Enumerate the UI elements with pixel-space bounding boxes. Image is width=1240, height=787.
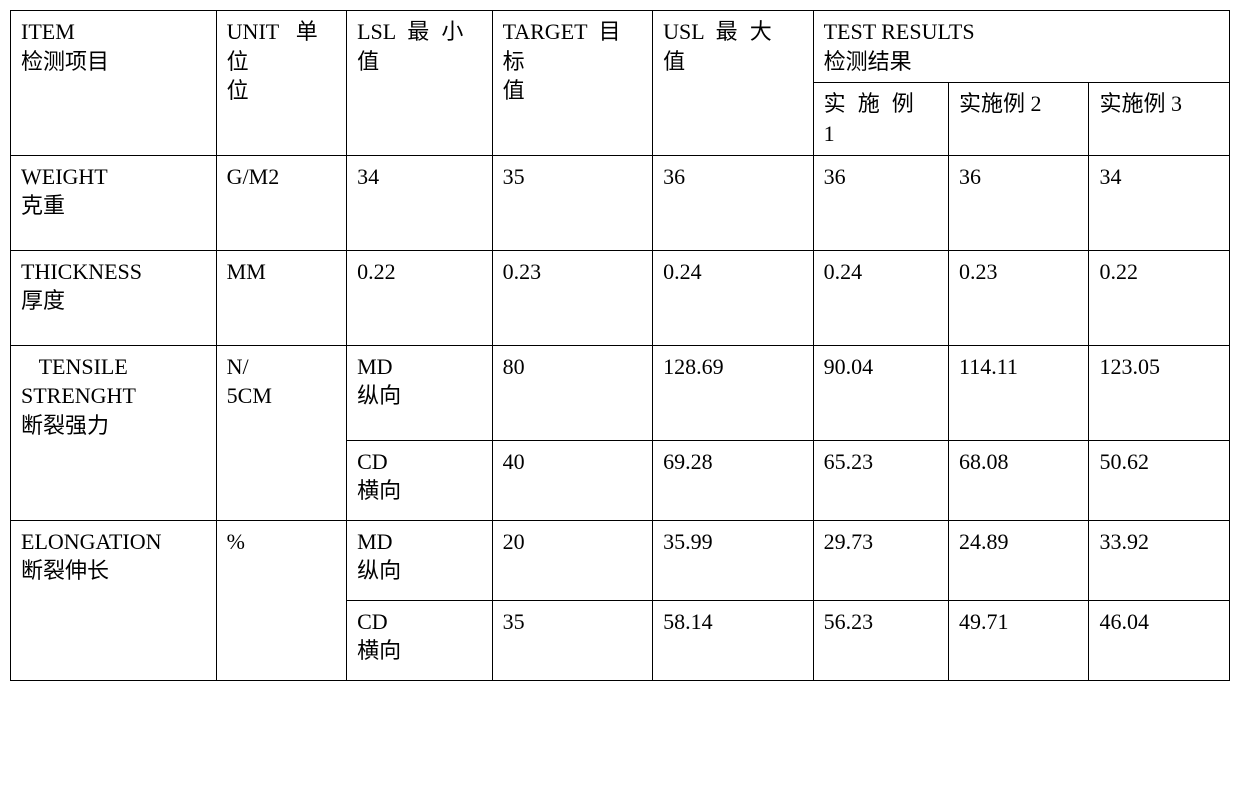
cell-r3: 0.22 (1089, 250, 1230, 345)
cell-lsl-dir: MD 纵向 (347, 345, 492, 440)
header-target-en: TARGET (503, 19, 588, 44)
cell-r1: 29.73 (813, 520, 948, 600)
header-usl-en: USL (663, 19, 705, 44)
cell-lsl-dir: CD 横向 (347, 600, 492, 680)
cell-r3: 33.92 (1089, 520, 1230, 600)
cell-target: 80 (492, 345, 653, 440)
cell-r1: 65.23 (813, 440, 948, 520)
cell-r3: 123.05 (1089, 345, 1230, 440)
spec-table: ITEM 检测项目 UNIT 单 位 位 LSL 最 小 值 TARGET 目 … (10, 10, 1230, 681)
header-result-3: 实施例 3 (1089, 83, 1230, 155)
cell-item: THICKNESS 厚度 (11, 250, 217, 345)
row-thickness: THICKNESS 厚度 MM 0.22 0.23 0.24 0.24 0.23… (11, 250, 1230, 345)
header-lsl-zh-2: 值 (357, 49, 379, 74)
header-row-1: ITEM 检测项目 UNIT 单 位 位 LSL 最 小 值 TARGET 目 … (11, 11, 1230, 83)
cell-r2: 0.23 (949, 250, 1089, 345)
cell-r1: 90.04 (813, 345, 948, 440)
header-unit-en: UNIT (227, 19, 280, 44)
cell-usl: 0.24 (653, 250, 814, 345)
header-result-1-l2: 1 (824, 121, 835, 146)
cell-item: TENSILE STRENGHT 断裂强力 (11, 345, 217, 520)
item-en: ELONGATION (21, 529, 162, 554)
cell-target: 40 (492, 440, 653, 520)
dir-en: CD (357, 609, 388, 634)
cell-item: WEIGHT 克重 (11, 155, 217, 250)
dir-zh: 横向 (357, 638, 401, 663)
dir-en: CD (357, 449, 388, 474)
cell-target: 0.23 (492, 250, 653, 345)
header-results: TEST RESULTS 检测结果 (813, 11, 1229, 83)
cell-r3: 50.62 (1089, 440, 1230, 520)
cell-unit: MM (216, 250, 346, 345)
header-usl: USL 最 大 值 (653, 11, 814, 156)
dir-en: MD (357, 529, 392, 554)
cell-r2: 24.89 (949, 520, 1089, 600)
dir-zh: 纵向 (357, 558, 401, 583)
cell-target: 35 (492, 600, 653, 680)
dir-zh: 横向 (357, 478, 401, 503)
cell-item: ELONGATION 断裂伸长 (11, 520, 217, 680)
cell-r1: 0.24 (813, 250, 948, 345)
header-usl-zh-2: 值 (663, 49, 685, 74)
row-tensile-md: TENSILE STRENGHT 断裂强力 N/5CM MD 纵向 80 128… (11, 345, 1230, 440)
cell-usl: 36 (653, 155, 814, 250)
item-en-l2: STRENGHT (21, 383, 136, 408)
item-en-l1: TENSILE (21, 352, 128, 382)
cell-usl: 128.69 (653, 345, 814, 440)
dir-en: MD (357, 354, 392, 379)
item-zh: 克重 (21, 193, 65, 218)
cell-r3: 46.04 (1089, 600, 1230, 680)
cell-r2: 114.11 (949, 345, 1089, 440)
header-results-zh: 检测结果 (824, 49, 912, 74)
header-lsl-zh-1: 最 小 (407, 19, 466, 44)
cell-usl: 58.14 (653, 600, 814, 680)
header-lsl-en: LSL (357, 19, 396, 44)
cell-lsl: 0.22 (347, 250, 492, 345)
cell-unit: G/M2 (216, 155, 346, 250)
header-results-en: TEST RESULTS (824, 19, 975, 44)
cell-target: 35 (492, 155, 653, 250)
item-zh: 厚度 (21, 288, 65, 313)
cell-lsl-dir: MD 纵向 (347, 520, 492, 600)
cell-unit: % (216, 520, 346, 680)
header-result-1-l1: 实 施 例 (824, 91, 918, 116)
dir-zh: 纵向 (357, 383, 401, 408)
row-elongation-md: ELONGATION 断裂伸长 % MD 纵向 20 35.99 29.73 2… (11, 520, 1230, 600)
cell-r2: 49.71 (949, 600, 1089, 680)
cell-usl: 69.28 (653, 440, 814, 520)
header-unit-zh-2: 位 (227, 78, 249, 103)
item-en: THICKNESS (21, 259, 142, 284)
row-weight: WEIGHT 克重 G/M2 34 35 36 36 36 34 (11, 155, 1230, 250)
header-item: ITEM 检测项目 (11, 11, 217, 156)
header-unit: UNIT 单 位 位 (216, 11, 346, 156)
header-item-zh: 检测项目 (21, 49, 109, 74)
item-zh: 断裂强力 (21, 413, 109, 438)
header-result-1: 实 施 例 1 (813, 83, 948, 155)
cell-unit: N/5CM (216, 345, 346, 520)
cell-lsl-dir: CD 横向 (347, 440, 492, 520)
header-usl-zh-1: 最 大 (716, 19, 775, 44)
header-lsl: LSL 最 小 值 (347, 11, 492, 156)
cell-r1: 36 (813, 155, 948, 250)
cell-target: 20 (492, 520, 653, 600)
header-target: TARGET 目 标 值 (492, 11, 653, 156)
header-item-en: ITEM (21, 19, 75, 44)
cell-usl: 35.99 (653, 520, 814, 600)
cell-r2: 68.08 (949, 440, 1089, 520)
cell-r1: 56.23 (813, 600, 948, 680)
header-target-zh-2: 值 (503, 78, 525, 103)
cell-lsl: 34 (347, 155, 492, 250)
item-en: WEIGHT (21, 164, 108, 189)
header-result-2: 实施例 2 (949, 83, 1089, 155)
item-zh: 断裂伸长 (21, 558, 109, 583)
cell-r3: 34 (1089, 155, 1230, 250)
cell-r2: 36 (949, 155, 1089, 250)
